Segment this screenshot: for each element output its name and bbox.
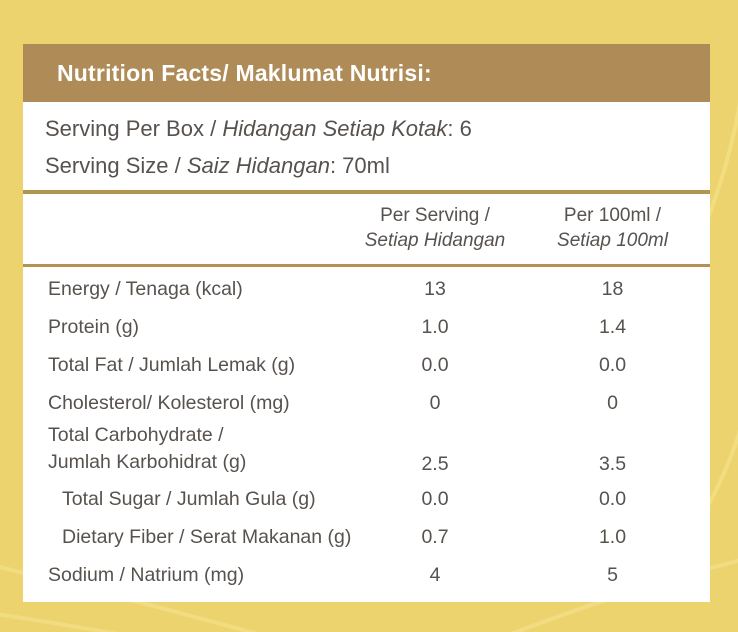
serving-size-line: Serving Size / Saiz Hidangan: 70ml — [45, 147, 710, 184]
row-value-per-serving: 0 — [429, 391, 441, 414]
divider-top — [23, 190, 710, 194]
serving-per-box-label-malay: Hidangan Setiap Kotak — [222, 116, 448, 141]
row-label: Total Carbohydrate / Jumlah Karbohidrat … — [48, 424, 247, 473]
column-header-per-serving-malay: Setiap Hidangan — [364, 230, 506, 251]
row-label: Total Fat / Jumlah Lemak (g) — [48, 353, 296, 376]
column-header-per-serving-en: Per Serving / — [380, 205, 490, 226]
table-row-total-sugar: Total Sugar / Jumlah Gula (g) 0.0 0.0 — [23, 480, 710, 518]
table-row-sodium: Sodium / Natrium (mg) 4 5 — [23, 556, 710, 594]
serving-per-box-value: : 6 — [447, 116, 472, 141]
nutrient-table: Energy / Tenaga (kcal) 13 18 Protein (g)… — [23, 267, 710, 594]
serving-size-label: Serving Size / — [45, 153, 187, 178]
serving-per-box-line: Serving Per Box / Hidangan Setiap Kotak:… — [45, 110, 710, 147]
column-header-per-100ml: Per 100ml / Setiap 100ml — [515, 203, 710, 253]
table-row-energy: Energy / Tenaga (kcal) 13 18 — [23, 270, 710, 308]
table-row-cholesterol: Cholesterol/ Kolesterol (mg) 0 0 — [23, 384, 710, 422]
table-row-total-carbohydrate: Total Carbohydrate / Jumlah Karbohidrat … — [23, 422, 710, 480]
row-value-per-100ml: 0 — [607, 391, 618, 414]
serving-size-value: : 70ml — [329, 153, 390, 178]
card-header: Nutrition Facts/ Maklumat Nutrisi: — [23, 44, 710, 102]
serving-size-label-malay: Saiz Hidangan — [186, 153, 330, 178]
row-value-per-serving: 13 — [424, 277, 446, 300]
row-value-per-100ml: 0.0 — [598, 353, 627, 376]
row-label: Protein (g) — [48, 315, 140, 338]
table-row-dietary-fiber: Dietary Fiber / Serat Makanan (g) 0.7 1.… — [23, 518, 710, 556]
serving-per-box-label: Serving Per Box / — [45, 116, 223, 141]
nutrition-facts-card: Nutrition Facts/ Maklumat Nutrisi: Servi… — [23, 44, 710, 602]
row-value-per-serving: 2.5 — [421, 453, 449, 475]
row-value-per-100ml: 3.5 — [598, 453, 627, 475]
serving-info-section: Serving Per Box / Hidangan Setiap Kotak:… — [23, 102, 710, 190]
row-label: Sodium / Natrium (mg) — [48, 563, 245, 586]
row-value-per-100ml: 18 — [601, 277, 624, 300]
row-value-per-100ml: 1.4 — [598, 315, 627, 338]
page-title: Nutrition Facts/ Maklumat Nutrisi: — [57, 59, 432, 86]
row-label: Energy / Tenaga (kcal) — [48, 277, 243, 300]
column-header-per-100ml-malay: Setiap 100ml — [557, 230, 668, 251]
row-label: Total Sugar / Jumlah Gula (g) — [62, 487, 316, 510]
table-row-total-fat: Total Fat / Jumlah Lemak (g) 0.0 0.0 — [23, 346, 710, 384]
row-label: Dietary Fiber / Serat Makanan (g) — [62, 525, 352, 548]
divider-header — [23, 264, 710, 267]
row-value-per-serving: 4 — [429, 563, 441, 586]
row-value-per-serving: 0.0 — [421, 487, 449, 510]
row-value-per-serving: 1.0 — [421, 315, 449, 338]
column-header-per-serving: Per Serving / Setiap Hidangan — [355, 203, 515, 253]
column-header-per-100ml-en: Per 100ml / — [563, 205, 662, 226]
row-value-per-100ml: 5 — [607, 563, 618, 586]
row-value-per-serving: 0.7 — [421, 525, 449, 548]
row-value-per-100ml: 1.0 — [598, 525, 627, 548]
row-value-per-100ml: 0.0 — [598, 487, 627, 510]
row-value-per-serving: 0.0 — [421, 353, 449, 376]
table-row-protein: Protein (g) 1.0 1.4 — [23, 308, 710, 346]
column-headers: Per Serving / Setiap Hidangan Per 100ml … — [23, 194, 710, 264]
row-label: Cholesterol/ Kolesterol (mg) — [48, 391, 290, 414]
